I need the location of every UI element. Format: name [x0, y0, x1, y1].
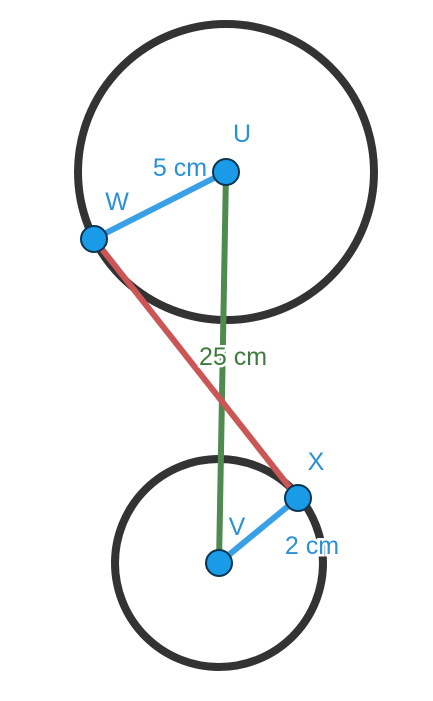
radius-uw: [92, 169, 228, 242]
label-radius-v: 2 cm: [285, 532, 339, 560]
label-v: V: [229, 513, 246, 541]
label-radius-u: 5 cm: [153, 154, 207, 182]
label-center-distance: 25 cm: [199, 343, 267, 371]
point-v: [205, 549, 233, 577]
point-u: [212, 158, 240, 186]
label-x: X: [308, 448, 325, 476]
point-w: [80, 225, 108, 253]
label-u: U: [233, 120, 251, 148]
point-x: [284, 484, 312, 512]
segment-wx: [91, 237, 301, 500]
radius-vx: [217, 495, 300, 566]
label-w: W: [105, 188, 129, 216]
segment-uv: [216, 171, 229, 564]
